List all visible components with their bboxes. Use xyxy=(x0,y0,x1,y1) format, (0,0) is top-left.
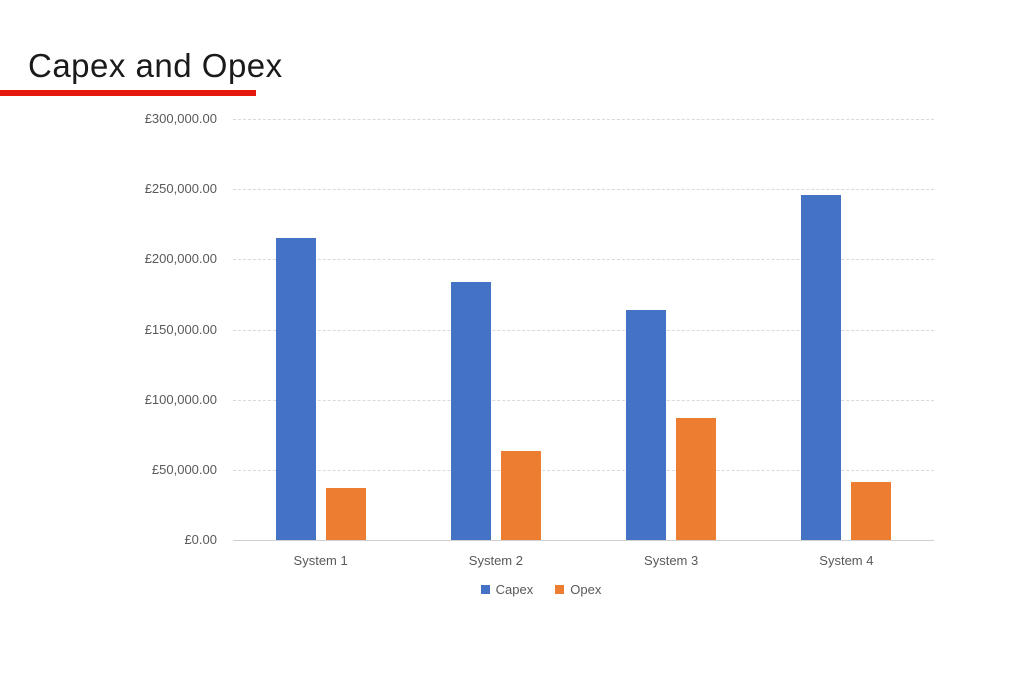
bar-capex-system-3 xyxy=(626,309,667,540)
legend-color-swatch-capex xyxy=(480,585,490,594)
bar-opex-system-4 xyxy=(851,482,892,540)
gridline xyxy=(233,469,934,471)
x-axis-category-label: System 2 xyxy=(468,553,523,568)
bar-opex-system-2 xyxy=(500,450,541,540)
chart-legend: Capex Opex xyxy=(148,582,934,597)
x-axis-category-label: System 1 xyxy=(293,553,348,568)
y-axis-tick-label: £0.00 xyxy=(184,532,217,547)
legend-label: Opex xyxy=(570,582,602,597)
legend-item-capex: Capex xyxy=(480,582,534,597)
y-axis-tick-label: £300,000.00 xyxy=(144,111,217,126)
x-axis-category-label: System 4 xyxy=(819,553,874,568)
y-axis-tick-label: £250,000.00 xyxy=(144,181,217,197)
y-axis-tick-label: £50,000.00 xyxy=(151,461,217,477)
legend-label: Capex xyxy=(495,582,534,597)
title-accent-bar xyxy=(0,90,256,96)
slide-title: Capex and Opex xyxy=(28,47,283,84)
bar-capex-system-4 xyxy=(801,194,842,540)
gridline xyxy=(233,399,934,401)
bar-capex-system-1 xyxy=(275,238,316,540)
y-axis-tick-label: £200,000.00 xyxy=(144,251,217,267)
gridline xyxy=(233,329,934,331)
gridline xyxy=(233,119,934,120)
y-axis-tick-label: £100,000.00 xyxy=(144,391,217,407)
bar-opex-system-1 xyxy=(325,488,366,540)
gridline xyxy=(233,259,934,261)
x-axis-category-label: System 3 xyxy=(644,553,699,568)
bar-capex-system-2 xyxy=(450,281,491,540)
y-axis-tick-label: £150,000.00 xyxy=(144,321,217,337)
legend-item-opex: Opex xyxy=(555,582,601,597)
gridline xyxy=(233,189,934,191)
bar-opex-system-3 xyxy=(676,417,717,540)
x-axis-line xyxy=(233,540,934,541)
legend-color-swatch-opex xyxy=(555,585,565,594)
